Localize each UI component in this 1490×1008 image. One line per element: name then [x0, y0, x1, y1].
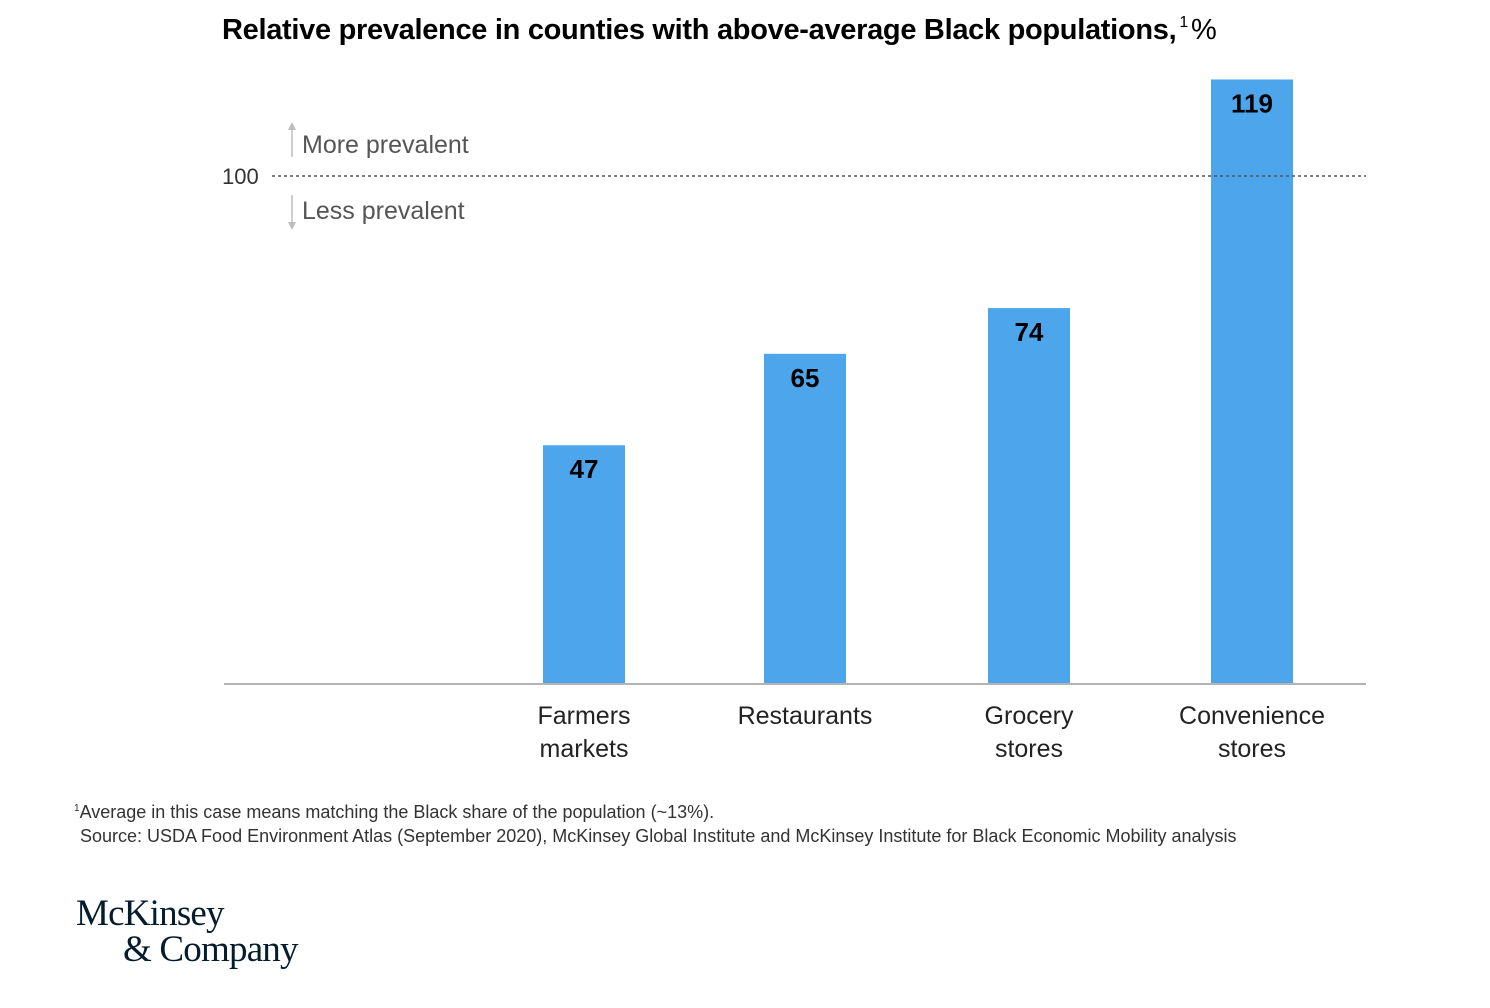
- bar-3: [1211, 79, 1293, 685]
- logo-line-2: & Company: [123, 929, 299, 970]
- bar-value-label-0: 47: [570, 454, 599, 484]
- footnote: 1Average in this case means matching the…: [74, 797, 1237, 848]
- title-unit: %: [1190, 14, 1217, 46]
- x-tick-label-2-0: Grocery: [985, 702, 1074, 730]
- title-footnote-marker: 1: [1179, 14, 1188, 31]
- x-tick-label-1-0: Restaurants: [738, 702, 873, 730]
- x-tick-label-3-1: stores: [1218, 735, 1286, 763]
- bar-2: [988, 308, 1070, 684]
- bar-1: [764, 353, 846, 684]
- bar-chart: 47 Farmers markets 65 Restaurants 74 Grocery st…: [222, 79, 1366, 763]
- footnote-marker: 1: [74, 803, 80, 814]
- up-arrow-icon: [288, 122, 296, 130]
- x-tick-label-0-0: Farmers: [537, 702, 630, 730]
- footnote-text: Average in this case means matching the …: [79, 802, 715, 822]
- less-prevalent-label: Less prevalent: [302, 197, 465, 225]
- logo-line-1: McKinsey: [76, 893, 225, 934]
- bar-value-label-2: 74: [1015, 317, 1044, 347]
- x-tick-label-3-0: Convenience: [1179, 702, 1325, 730]
- mckinsey-logo: McKinsey & Company: [76, 893, 299, 970]
- x-tick-label-2-1: stores: [995, 735, 1063, 763]
- source-text: Source: USDA Food Environment Atlas (Sep…: [80, 826, 1237, 846]
- bar-value-label-1: 65: [791, 363, 820, 393]
- reference-line-label: 100: [222, 164, 259, 189]
- chart-title-text: Relative prevalence in counties with abo…: [222, 14, 1177, 46]
- x-tick-label-0-1: markets: [540, 735, 629, 763]
- bar-0: [543, 445, 625, 684]
- chart-title: Relative prevalence in counties with abo…: [222, 14, 1217, 47]
- down-arrow-icon: [288, 222, 296, 230]
- bar-value-label-3: 119: [1231, 88, 1273, 118]
- more-prevalent-label: More prevalent: [302, 131, 469, 159]
